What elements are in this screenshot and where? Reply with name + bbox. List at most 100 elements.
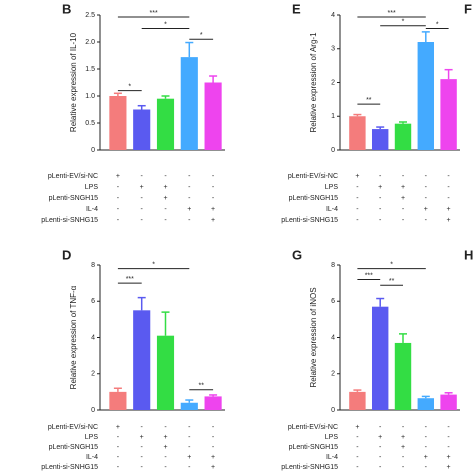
significance-label: * [390,261,393,268]
bar [204,82,222,150]
condition-mark: + [187,454,191,461]
y-tick-label: 8 [91,262,95,269]
significance-label: *** [388,10,396,17]
panel-letter: D [62,247,71,262]
y-tick-label: 4 [91,334,95,341]
condition-mark: - [356,454,359,461]
condition-mark: - [188,464,191,471]
bar [180,402,198,410]
condition-mark: + [447,217,451,224]
condition-mark: - [425,434,428,441]
condition-mark: + [355,173,359,180]
panel-letter: E [292,1,301,16]
condition-mark: - [188,184,191,191]
condition-mark: - [117,454,120,461]
significance-label: ** [198,383,204,390]
condition-mark: - [188,195,191,202]
condition-label: pLenti-EV/si-NC [288,424,338,431]
condition-mark: + [163,184,167,191]
condition-mark: - [379,206,382,213]
y-tick-label: 4 [331,334,335,341]
condition-mark: + [424,206,428,213]
condition-mark: + [447,206,451,213]
condition-mark: + [140,434,144,441]
condition-label: pLenti-SNGH15 [49,444,99,451]
condition-mark: - [379,173,382,180]
condition-mark: - [402,464,405,471]
condition-mark: + [447,454,451,461]
significance-label: *** [365,272,373,279]
significance-label: * [436,21,439,28]
condition-mark: - [356,464,359,471]
condition-mark: - [141,195,144,202]
panel-letter: G [292,247,302,262]
significance-label: * [152,261,155,268]
panel-letter: H [464,247,473,262]
condition-mark: + [211,217,215,224]
condition-mark: - [164,217,167,224]
condition-mark: - [425,424,428,431]
significance-label: * [200,32,203,39]
condition-mark: + [211,206,215,213]
condition-mark: + [140,184,144,191]
bar [109,391,127,410]
condition-mark: + [355,424,359,431]
condition-mark: - [141,173,144,180]
condition-label: pLenti-SNGH15 [289,195,339,202]
condition-mark: - [379,424,382,431]
significance-label: *** [150,10,158,17]
condition-mark: + [401,444,405,451]
y-axis-title: Relative expression of iNOS [309,287,318,387]
condition-label: pLenti-si-SNHG15 [41,217,98,224]
condition-mark: - [188,424,191,431]
condition-label: LPS [85,184,99,191]
bar [133,310,151,410]
bar [371,129,389,150]
y-axis-title: Relative expression of TNF-α [69,285,78,389]
condition-mark: - [356,434,359,441]
condition-mark: - [117,464,120,471]
condition-mark: - [117,217,120,224]
bar [349,116,366,150]
condition-mark: - [356,217,359,224]
condition-mark: - [188,173,191,180]
y-tick-label: 2.0 [85,39,95,46]
condition-mark: - [356,195,359,202]
y-tick-label: 2 [331,79,335,86]
significance-label: ** [389,278,395,285]
y-tick-label: 0 [91,147,95,154]
condition-mark: - [425,217,428,224]
condition-label: IL-4 [86,206,98,213]
bar [440,79,457,150]
condition-mark: - [402,217,405,224]
condition-mark: - [164,206,167,213]
condition-label: LPS [325,184,339,191]
condition-label: pLenti-si-SNHG15 [281,217,338,224]
condition-mark: + [211,464,215,471]
condition-mark: - [212,434,215,441]
y-tick-label: 0 [91,407,95,414]
condition-label: pLenti-si-SNHG15 [281,464,338,471]
bar [417,42,435,150]
condition-mark: - [164,464,167,471]
condition-mark: + [211,454,215,461]
condition-mark: + [447,464,451,471]
y-tick-label: 3 [331,46,335,53]
condition-mark: - [379,464,382,471]
y-tick-label: 0 [331,407,335,414]
bar [156,98,175,150]
condition-mark: - [379,454,382,461]
bar [180,57,198,151]
condition-label: LPS [325,434,339,441]
y-tick-label: 2 [91,371,95,378]
condition-mark: - [402,424,405,431]
condition-mark: - [356,444,359,451]
condition-mark: - [188,444,191,451]
condition-mark: - [447,173,450,180]
condition-mark: - [164,424,167,431]
condition-label: pLenti-SNGH15 [289,444,339,451]
condition-label: pLenti-EV/si-NC [288,173,338,180]
y-axis-title: Relative expression of IL-10 [69,32,78,132]
condition-mark: + [401,184,405,191]
y-tick-label: 8 [331,262,335,269]
